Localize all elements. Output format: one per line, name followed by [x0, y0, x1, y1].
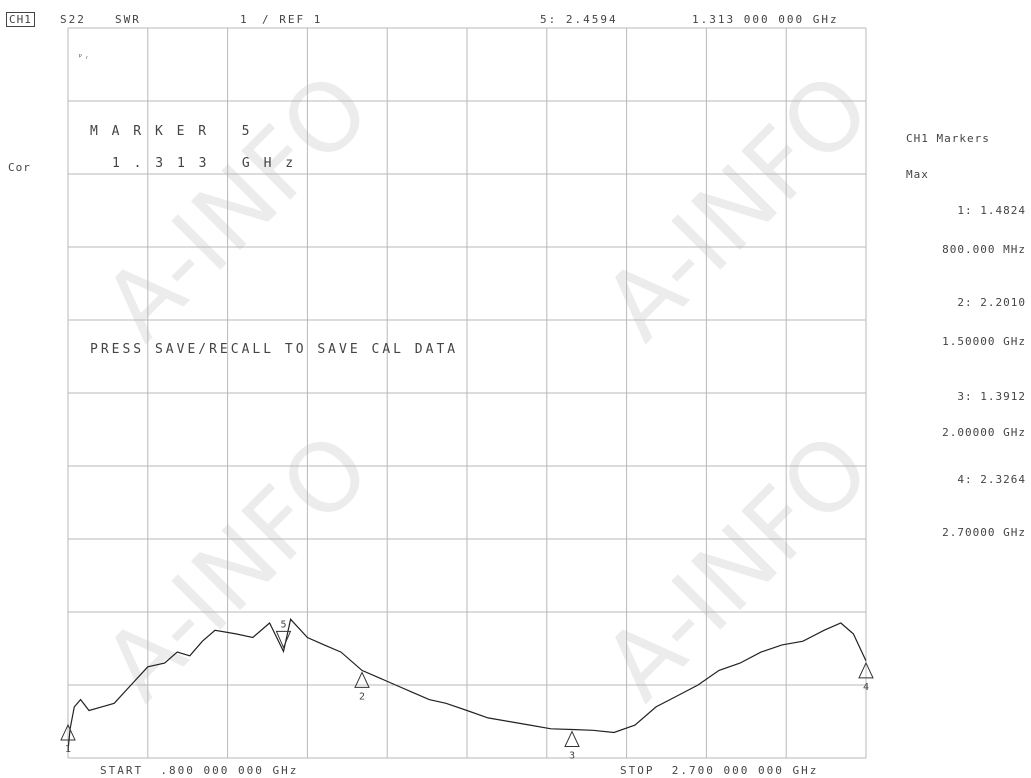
scale-label: 1	[240, 13, 249, 26]
marker-frequency: 1 . 3 1 3 G H z	[112, 156, 297, 171]
small-annotation: ᵖᵣ	[78, 52, 92, 61]
marker-3-value: 3: 1.3912	[957, 390, 1026, 403]
channel-label[interactable]: CH1	[6, 12, 35, 27]
markers-panel: CH1 Markers Max 1: 1.4824 800.000 MHz 2:…	[900, 106, 1026, 552]
active-marker-value: 5: 2.4594	[540, 13, 618, 26]
parameter-label: S22	[60, 13, 86, 26]
marker-2-value: 2: 2.2010	[957, 296, 1026, 309]
watermark: A-INFO A-INFO A-INFO A-INFO	[83, 53, 891, 721]
markers-panel-title: CH1 Markers	[906, 132, 990, 145]
cal-message: PRESS SAVE/RECALL TO SAVE CAL DATA	[90, 342, 459, 357]
format-label: SWR	[115, 13, 141, 26]
active-marker-frequency: 1.313 000 000 GHz	[692, 13, 839, 26]
marker-4-frequency: 2.70000 GHz	[942, 526, 1026, 539]
watermark-text: A-INFO	[83, 53, 391, 361]
reference-label: / REF 1	[262, 13, 323, 26]
marker-3-frequency: 2.00000 GHz	[942, 426, 1026, 439]
marker-2-frequency: 1.50000 GHz	[942, 335, 1026, 348]
stop-frequency: STOP 2.700 000 000 GHz	[620, 764, 819, 777]
marker-1-frequency: 800.000 MHz	[942, 243, 1026, 256]
swr-trace	[67, 618, 867, 751]
marker-5-label: 5	[280, 619, 286, 630]
watermark-text: A-INFO	[83, 413, 391, 721]
watermark-text: A-INFO	[583, 53, 891, 361]
marker-2-triangle[interactable]	[354, 671, 370, 688]
marker-4-label: 4	[863, 682, 869, 693]
markers-panel-subtitle: Max	[906, 168, 929, 181]
correction-indicator: Cor	[8, 161, 31, 174]
marker-title: M A R K E R 5	[90, 124, 253, 139]
start-frequency: START .800 000 000 GHz	[100, 764, 299, 777]
graticule	[67, 27, 867, 759]
marker-1-label: 1	[65, 744, 71, 755]
marker-1-value: 1: 1.4824	[957, 204, 1026, 217]
marker-5-triangle[interactable]	[275, 630, 292, 649]
watermark-text: A-INFO	[583, 413, 891, 721]
marker-1-triangle[interactable]	[60, 723, 76, 741]
marker-4-triangle[interactable]	[858, 661, 874, 679]
markers: 1 2 3 4 5	[60, 619, 874, 762]
marker-3-triangle[interactable]	[564, 730, 580, 748]
marker-3-label: 3	[569, 751, 575, 762]
marker-2-label: 2	[359, 691, 365, 702]
marker-4-value: 4: 2.3264	[957, 473, 1026, 486]
